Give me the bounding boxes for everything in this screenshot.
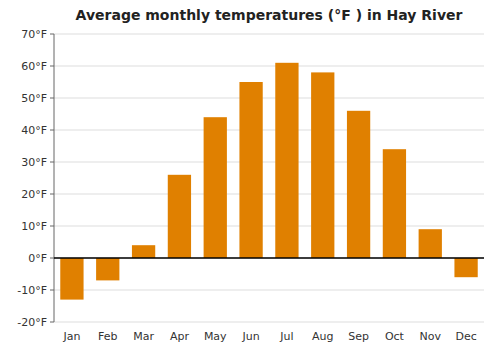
grid-line — [54, 290, 484, 291]
tick-label: Sep — [348, 330, 369, 343]
tick-label: Jan — [62, 330, 80, 343]
bar — [311, 72, 334, 258]
tick-mark — [50, 226, 54, 227]
tick-label: May — [204, 330, 227, 343]
y-grid — [54, 34, 484, 322]
tick-label: 30°F — [21, 156, 47, 169]
bar — [347, 111, 370, 258]
bar — [168, 175, 191, 258]
tick-mark — [50, 162, 54, 163]
grid-line — [54, 194, 484, 195]
x-axis: Jan Feb Mar Apr May Jun Jul Aug Sep Oct Nov Dec — [62, 330, 476, 343]
tick-label: 10°F — [21, 220, 47, 233]
bar — [419, 229, 442, 258]
zero-line — [54, 257, 484, 259]
grid-line — [54, 130, 484, 131]
bar — [60, 258, 83, 300]
bars — [54, 63, 484, 300]
tick-label: -10°F — [17, 284, 47, 297]
tick-label: Oct — [385, 330, 405, 343]
bar — [275, 63, 298, 258]
bar — [239, 82, 262, 258]
tick-label: Dec — [455, 330, 476, 343]
grid-line — [54, 322, 484, 323]
tick-label: 0°F — [28, 252, 47, 265]
grid-line — [54, 98, 484, 99]
grid-line — [54, 34, 484, 35]
y-axis-line — [54, 34, 55, 322]
tick-mark — [50, 66, 54, 67]
bar — [204, 117, 227, 258]
tick-label: 70°F — [21, 28, 47, 41]
tick-label: Jul — [279, 330, 293, 343]
tick-label: 50°F — [21, 92, 47, 105]
tick-mark — [50, 290, 54, 291]
tick-mark — [50, 34, 54, 35]
tick-label: 60°F — [21, 60, 47, 73]
bar — [383, 149, 406, 258]
tick-label: Jun — [241, 330, 259, 343]
tick-mark — [50, 194, 54, 195]
chart: Average monthly temperatures (°F ) in Ha… — [0, 0, 500, 350]
tick-label: Apr — [170, 330, 190, 343]
tick-label: Nov — [420, 330, 442, 343]
grid-line — [54, 258, 484, 259]
title: Average monthly temperatures (°F ) in Ha… — [76, 7, 463, 23]
tick-label: Feb — [98, 330, 117, 343]
tick-label: 20°F — [21, 188, 47, 201]
grid-line — [54, 162, 484, 163]
bar — [454, 258, 477, 277]
tick-label: 40°F — [21, 124, 47, 137]
bar — [96, 258, 119, 280]
tick-label: -20°F — [17, 316, 47, 329]
tick-mark — [50, 258, 54, 259]
y-axis: -20°F -10°F 0°F 10°F 20°F 30°F 40°F 50°F 60°F 70°… — [17, 28, 54, 329]
tick-mark — [50, 98, 54, 99]
tick-mark — [50, 322, 54, 323]
tick-label: Mar — [133, 330, 154, 343]
bar — [132, 245, 155, 258]
tick-label: Aug — [312, 330, 333, 343]
grid-line — [54, 66, 484, 67]
tick-mark — [50, 130, 54, 131]
grid-line — [54, 226, 484, 227]
